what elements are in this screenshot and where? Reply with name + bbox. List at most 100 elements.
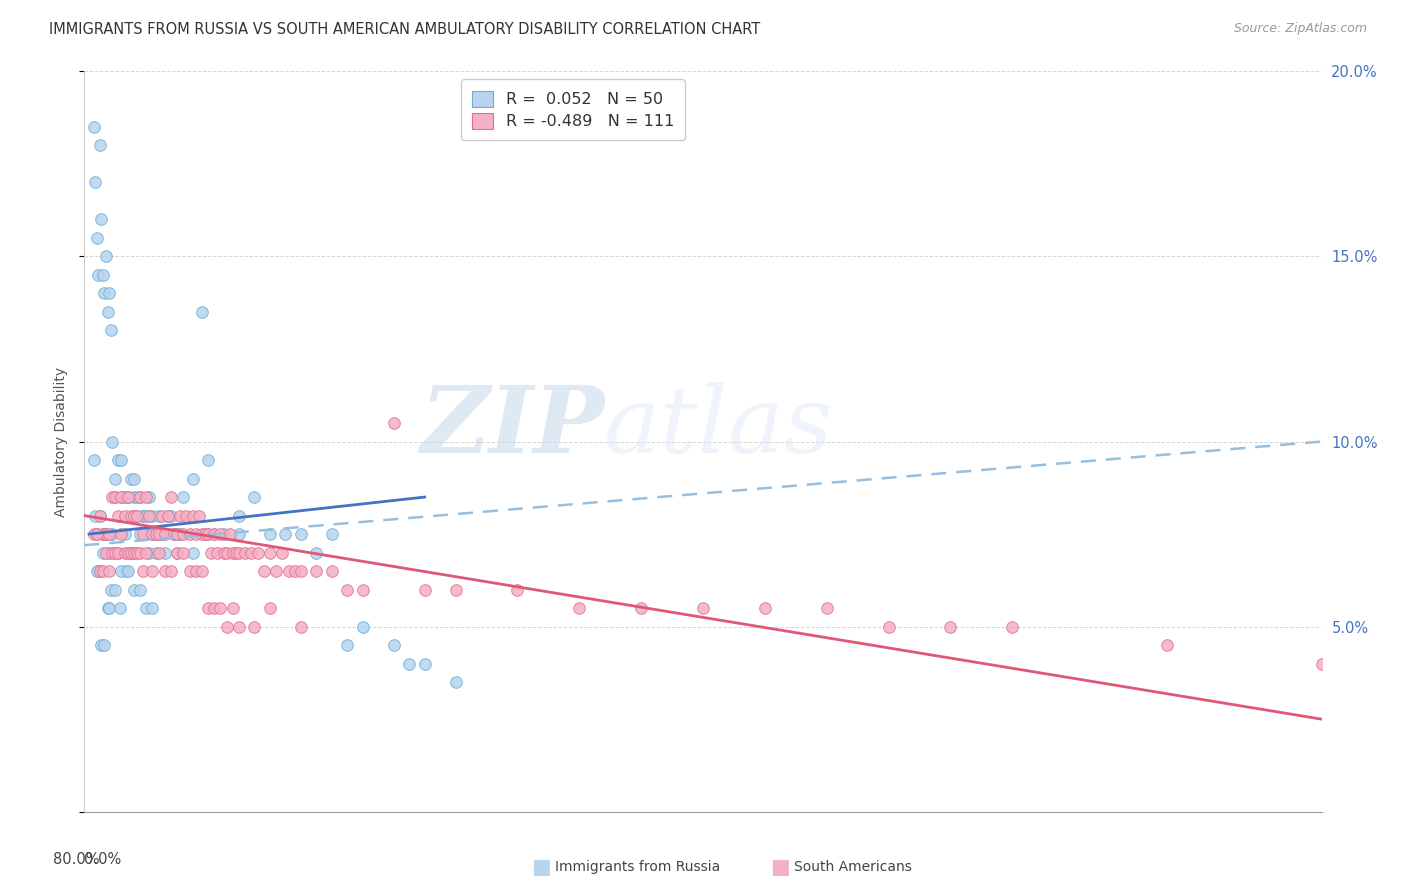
Text: Immigrants from Russia: Immigrants from Russia: [555, 860, 721, 874]
Point: [150, 508, 173, 523]
Point: [90, 212, 112, 227]
Point: [91, 268, 114, 282]
Point: [202, 601, 225, 615]
Point: [166, 527, 188, 541]
Point: [91, 527, 114, 541]
Point: [110, 564, 132, 578]
Point: [181, 546, 204, 560]
Point: [228, 546, 250, 560]
Point: [877, 619, 900, 633]
Point: [122, 490, 145, 504]
Point: [172, 527, 194, 541]
Point: [166, 527, 188, 541]
Point: [125, 546, 148, 560]
Point: [114, 546, 136, 560]
Text: ZIP: ZIP: [420, 382, 605, 472]
Point: [215, 619, 238, 633]
Point: [218, 527, 240, 541]
Point: [129, 527, 152, 541]
Point: [114, 508, 136, 523]
Point: [93, 286, 115, 301]
Point: [87, 268, 110, 282]
Point: [179, 564, 201, 578]
Point: [98, 527, 121, 541]
Point: [277, 564, 299, 578]
Point: [197, 527, 219, 541]
Point: [1156, 638, 1178, 652]
Point: [100, 324, 122, 338]
Text: Source: ZipAtlas.com: Source: ZipAtlas.com: [1233, 22, 1367, 36]
Point: [110, 527, 132, 541]
Point: [172, 546, 194, 560]
Point: [135, 527, 157, 541]
Point: [117, 490, 139, 504]
Point: [117, 490, 139, 504]
Point: [98, 601, 121, 615]
Point: [321, 527, 343, 541]
Point: [120, 546, 142, 560]
Point: [132, 508, 155, 523]
Point: [630, 601, 652, 615]
Legend: R =  0.052   N = 50, R = -0.489   N = 111: R = 0.052 N = 50, R = -0.489 N = 111: [461, 79, 685, 140]
Point: [197, 453, 219, 467]
Point: [138, 508, 160, 523]
Point: [225, 546, 247, 560]
Point: [352, 582, 374, 597]
Text: IMMIGRANTS FROM RUSSIA VS SOUTH AMERICAN AMBULATORY DISABILITY CORRELATION CHART: IMMIGRANTS FROM RUSSIA VS SOUTH AMERICAN…: [49, 22, 761, 37]
Point: [160, 508, 183, 523]
Point: [104, 490, 127, 504]
Point: [110, 453, 132, 467]
Point: [93, 638, 115, 652]
Point: [94, 546, 117, 560]
Point: [129, 490, 152, 504]
Point: [135, 546, 157, 560]
Point: [98, 286, 121, 301]
Point: [104, 490, 127, 504]
Point: [184, 564, 207, 578]
Point: [156, 508, 179, 523]
Point: [101, 434, 124, 449]
Point: [336, 582, 359, 597]
Point: [84, 175, 107, 190]
Text: South Americans: South Americans: [794, 860, 912, 874]
Point: [129, 582, 152, 597]
Point: [305, 564, 328, 578]
Point: [181, 471, 204, 485]
Point: [101, 527, 124, 541]
Point: [114, 490, 136, 504]
Point: [290, 527, 312, 541]
Point: [153, 527, 176, 541]
Point: [184, 527, 207, 541]
Point: [94, 527, 117, 541]
Point: [125, 490, 148, 504]
Point: [94, 527, 117, 541]
Point: [141, 564, 163, 578]
Point: [86, 527, 108, 541]
Point: [104, 582, 127, 597]
Point: [160, 490, 183, 504]
Point: [107, 453, 129, 467]
Point: [253, 564, 276, 578]
Point: [246, 546, 269, 560]
Point: [163, 527, 186, 541]
Point: [86, 527, 108, 541]
Point: [125, 508, 148, 523]
Point: [290, 619, 312, 633]
Point: [145, 527, 167, 541]
Point: [172, 490, 194, 504]
Point: [98, 564, 121, 578]
Point: [160, 564, 183, 578]
Point: [187, 508, 209, 523]
Point: [240, 546, 263, 560]
Point: [104, 471, 127, 485]
Point: [86, 564, 108, 578]
Point: [110, 490, 132, 504]
Point: [110, 490, 132, 504]
Point: [222, 601, 245, 615]
Point: [207, 546, 229, 560]
Point: [97, 601, 120, 615]
Point: [101, 546, 124, 560]
Point: [135, 490, 157, 504]
Text: ■: ■: [531, 857, 551, 877]
Point: [212, 527, 235, 541]
